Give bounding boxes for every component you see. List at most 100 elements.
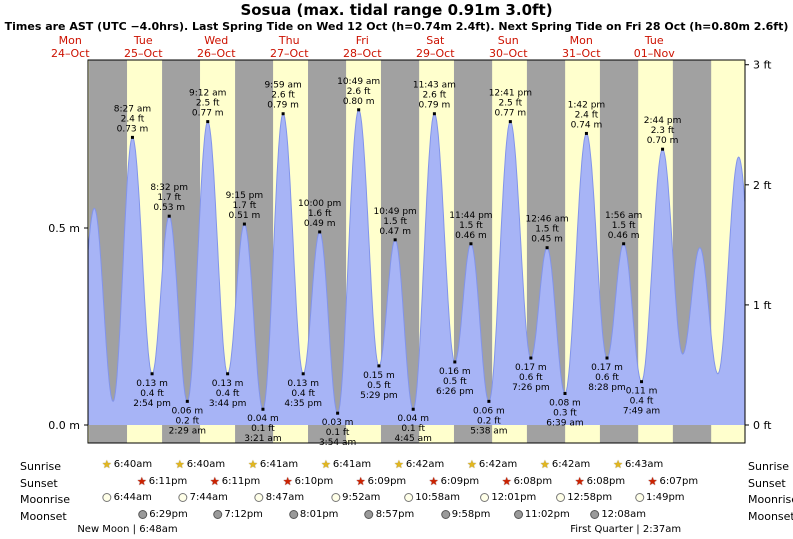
svg-text:Tue: Tue [133,34,153,47]
tide-event-label: 0.13 m0.4 ft4:35 pm [284,379,322,409]
svg-text:8:32 pm: 8:32 pm [150,183,188,193]
sunset-row-label-left: Sunset [20,477,58,490]
svg-text:2:44 pm: 2:44 pm [644,116,682,126]
tide-event-marker [261,407,265,411]
sunrise-star-icon: ★ [101,458,112,471]
sunrise-star-icon: ★ [174,458,185,471]
svg-text:0.5 ft: 0.5 ft [367,381,391,391]
sunset-row-label-right: Sunset [748,477,786,490]
svg-text:Mon: Mon [570,34,593,47]
svg-text:2:54 pm: 2:54 pm [133,399,171,409]
sunrise-star-icon: ★ [540,458,550,471]
svg-text:0.06 m: 0.06 m [171,406,203,416]
svg-text:0.70 m: 0.70 m [647,136,679,146]
moonset-circle-icon [288,510,298,519]
moonset-circle-icon [440,510,450,519]
svg-text:0.1 ft: 0.1 ft [251,424,275,434]
svg-text:0.11 m: 0.11 m [626,387,658,397]
sunrise-time: 6:41am [259,459,299,470]
svg-text:1.5 ft: 1.5 ft [383,217,407,227]
svg-text:Tue: Tue [644,34,664,47]
moonrise-row-label-left: Moonrise [20,493,70,506]
moonrise-circle-icon [254,493,264,502]
tide-event-label: 0.06 m0.2 ft2:29 am [169,406,206,436]
svg-text:0.4 ft: 0.4 ft [630,397,654,407]
moonset-time: 12:08am [601,509,646,520]
svg-text:0.4 ft: 0.4 ft [291,389,315,399]
moonset-time: 6:29pm [149,509,188,520]
svg-text:0.4 ft: 0.4 ft [216,389,240,399]
svg-text:Mon: Mon [59,34,82,47]
moonrise-time: 9:52am [342,492,381,503]
sunset-entry: ★ 6:09pm [356,476,406,487]
right-axis-label: 2 ft [753,179,772,192]
svg-text:6:39 am: 6:39 am [546,418,583,428]
svg-text:9:15 pm: 9:15 pm [226,191,264,201]
right-axis-label: 0 ft [753,419,772,432]
tide-event-label: 0.04 m0.1 ft4:45 am [395,414,432,444]
tide-event-label: 1:56 am1.5 ft0.46 m [605,211,642,241]
tide-event-marker [622,242,626,246]
moonrise-entry: 12:58pm [556,492,612,503]
tide-event-label: 9:59 am2.6 ft0.79 m [264,81,301,111]
svg-text:29–Oct: 29–Oct [416,47,455,60]
tide-event-marker [242,222,246,226]
svg-text:Sat: Sat [426,34,445,47]
moonset-entry: 9:58pm [440,509,490,520]
tide-event-marker [487,399,491,403]
tide-event-marker [393,238,397,242]
tide-event-marker [508,120,512,124]
svg-text:5:29 pm: 5:29 pm [360,391,398,401]
sunrise-time: 6:42am [478,459,518,470]
sunset-entry: ★ 6:11pm [137,476,187,487]
svg-text:0.6 ft: 0.6 ft [519,373,543,383]
sunset-time: 6:10pm [294,476,334,487]
svg-text:0.04 m: 0.04 m [397,414,429,424]
svg-text:1.5 ft: 1.5 ft [612,221,636,231]
svg-text:4:45 am: 4:45 am [395,434,432,444]
left-axis-label: 0.5 m [48,222,80,235]
tide-event-label: 12:41 pm2.5 ft0.77 m [489,89,532,119]
moonset-time: 8:01pm [299,509,339,520]
tide-event-label: 9:15 pm1.7 ft0.51 m [226,191,264,221]
svg-text:0.16 m: 0.16 m [439,367,471,377]
svg-text:0.77 m: 0.77 m [494,109,526,119]
svg-text:6:26 pm: 6:26 pm [436,387,474,397]
svg-text:0.13 m: 0.13 m [212,379,244,389]
tide-event-label: 0.15 m0.5 ft5:29 pm [360,371,398,401]
sunset-entry: ★ 6:08pm [575,476,625,487]
tide-event-label: 1:42 pm2.4 ft0.74 m [568,100,606,130]
svg-text:0.15 m: 0.15 m [363,371,395,381]
tide-event-label: 0.16 m0.5 ft6:26 pm [436,367,474,397]
svg-text:31–Oct: 31–Oct [562,47,601,60]
sunset-star-icon: ★ [355,475,366,488]
sunrise-row-label-right: Sunrise [748,460,790,473]
svg-text:2.6 ft: 2.6 ft [271,91,295,101]
tide-event-label: 0.17 m0.6 ft8:28 pm [588,363,626,393]
svg-text:7:26 pm: 7:26 pm [512,383,550,393]
tide-event-marker [377,364,381,368]
svg-text:0.73 m: 0.73 m [117,124,149,134]
svg-text:0.46 m: 0.46 m [608,231,640,241]
right-axis-label: 1 ft [753,299,772,312]
svg-text:10:49 pm: 10:49 pm [374,207,417,217]
tide-event-label: 2:44 pm2.3 ft0.70 m [644,116,682,146]
sunrise-time: 6:42am [551,459,591,470]
sunset-time: 6:07pm [659,476,699,487]
sunset-entry: ★ 6:10pm [283,476,333,487]
svg-text:5:38 am: 5:38 am [470,426,507,436]
tide-event-marker [185,399,189,403]
sunrise-entry: ★ 6:40am [102,459,152,470]
moon-phase-note: New Moon | 6:48am [77,524,178,535]
moonrise-time: 12:01pm [491,492,537,503]
tide-event-marker [469,242,473,246]
moonset-time: 11:02pm [524,509,570,520]
tide-event-label: 10:49 am2.6 ft0.80 m [337,77,380,107]
sunset-star-icon: ★ [647,475,658,488]
svg-text:28–Oct: 28–Oct [343,47,382,60]
tide-event-marker [529,356,533,360]
svg-text:2.5 ft: 2.5 ft [498,99,522,109]
svg-text:0.6 ft: 0.6 ft [595,373,619,383]
